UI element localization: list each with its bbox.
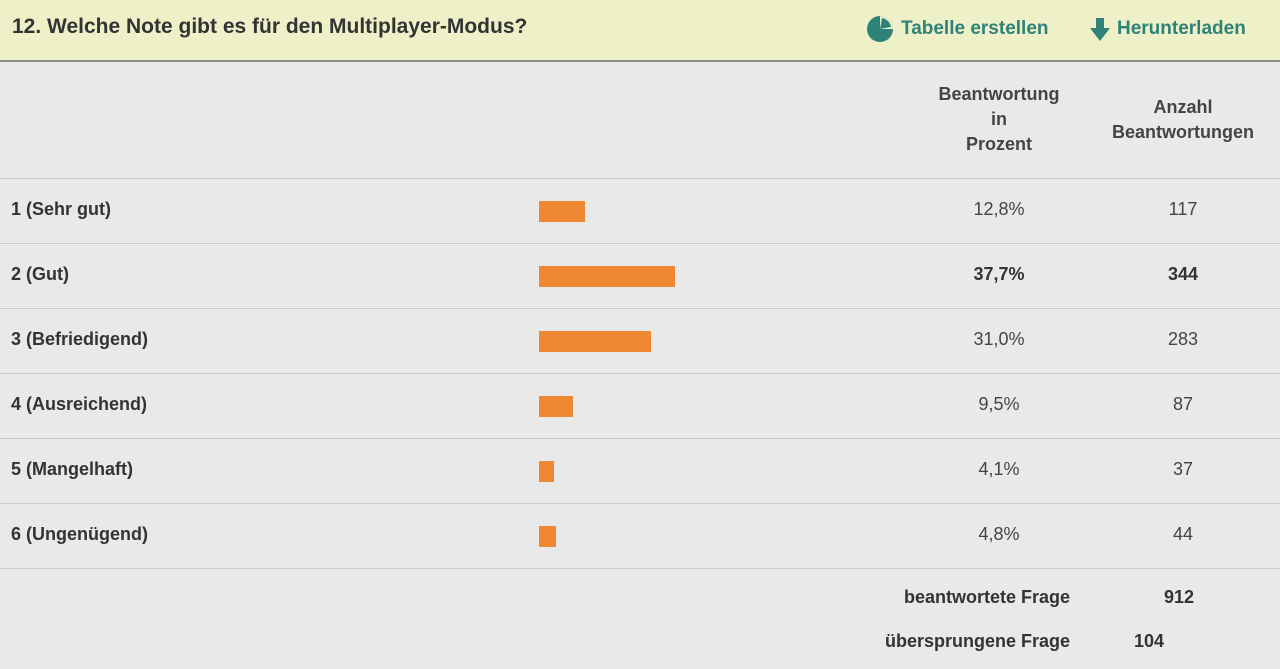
answer-label: 6 (Ungenügend): [11, 524, 148, 544]
answer-bar: [539, 526, 556, 547]
answer-label: 2 (Gut): [11, 264, 69, 284]
answer-bar: [539, 331, 651, 352]
count-header-line: Anzahl: [1153, 97, 1213, 117]
answer-percent: 4,8%: [978, 524, 1020, 544]
answer-count: 283: [1167, 329, 1199, 349]
answer-label: 3 (Befriedigend): [11, 329, 149, 349]
answered-label: beantwortete Frage: [903, 587, 1070, 607]
percent-header-line: Prozent: [965, 134, 1032, 154]
answers-table: 1 (Sehr gut) 12,8% 117 2 (Gut) 37,7% 344…: [0, 178, 1280, 569]
answered-value: 912: [1164, 587, 1195, 607]
answer-percent: 12,8%: [973, 199, 1025, 219]
answer-percent: 31,0%: [973, 329, 1025, 349]
answer-bar: [539, 396, 573, 417]
answer-count: 44: [1172, 524, 1194, 544]
answer-bar: [539, 201, 585, 222]
percent-header-line: in: [991, 109, 1007, 129]
download-button[interactable]: Herunterladen: [1090, 15, 1246, 43]
answer-percent: 4,1%: [978, 459, 1020, 479]
pie-chart-icon: [867, 16, 893, 42]
answer-count: 344: [1167, 264, 1199, 284]
download-label: Herunterladen: [1117, 18, 1246, 39]
answer-label: 1 (Sehr gut): [11, 199, 112, 219]
table-row: 5 (Mangelhaft) 4,1% 37: [0, 438, 1280, 503]
table-row: 1 (Sehr gut) 12,8% 117: [0, 178, 1280, 243]
question-header: 12. Welche Note gibt es für den Multipla…: [0, 0, 1280, 62]
table-row: 4 (Ausreichend) 9,5% 87: [0, 373, 1280, 438]
answer-bar: [539, 266, 675, 287]
answer-label: 4 (Ausreichend): [11, 394, 148, 414]
table-row: 6 (Ungenügend) 4,8% 44: [0, 503, 1280, 569]
answer-percent: 9,5%: [978, 394, 1020, 414]
skipped-label: übersprungene Frage: [884, 631, 1070, 651]
answer-bar: [539, 461, 554, 482]
table-row: 3 (Befriedigend) 31,0% 283: [0, 308, 1280, 373]
count-column-header: Anzahl Beantwortungen: [1092, 95, 1274, 145]
answer-count: 117: [1168, 199, 1198, 219]
question-title: 12. Welche Note gibt es für den Multipla…: [12, 15, 528, 38]
percent-header-line: Beantwortung: [938, 84, 1060, 104]
answer-label: 5 (Mangelhaft): [11, 459, 134, 479]
skipped-value: 104: [1134, 631, 1165, 651]
answer-count: 87: [1172, 394, 1194, 414]
answer-percent: 37,7%: [973, 264, 1025, 284]
create-table-button[interactable]: Tabelle erstellen: [866, 15, 1049, 43]
answer-count: 37: [1172, 459, 1194, 479]
percent-column-header: Beantwortung in Prozent: [910, 82, 1088, 157]
table-row: 2 (Gut) 37,7% 344: [0, 243, 1280, 308]
download-arrow-icon: [1090, 18, 1110, 41]
count-header-line: Beantwortungen: [1112, 122, 1254, 142]
create-table-label: Tabelle erstellen: [901, 18, 1049, 39]
